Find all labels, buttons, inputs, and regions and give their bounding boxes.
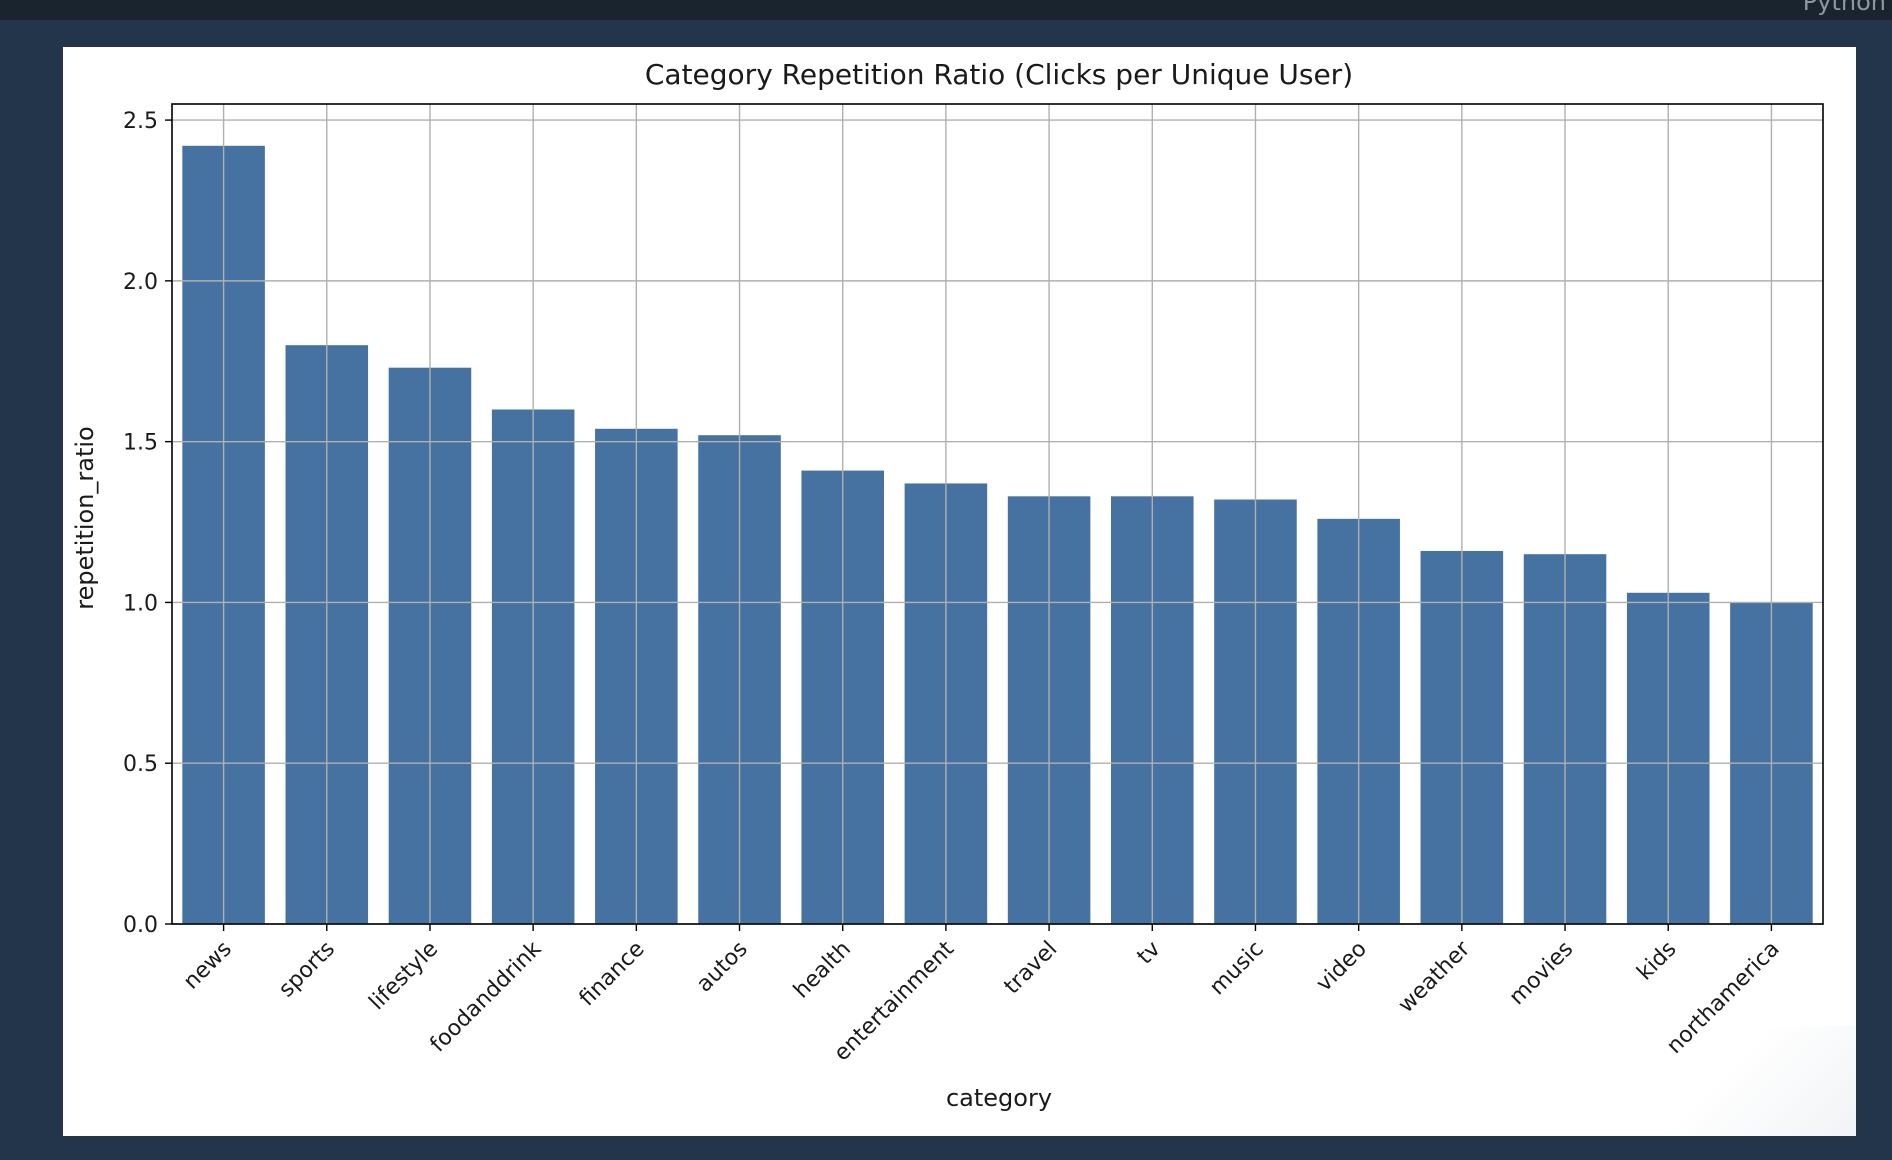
axes: [165, 103, 1824, 931]
y-tick-label: 2.5: [123, 109, 158, 134]
y-tick-label: 2.0: [123, 270, 158, 295]
y-tick-label: 0.0: [123, 913, 158, 938]
x-tick-label-tv: tv: [1133, 937, 1166, 970]
x-tick-label-travel: travel: [1000, 937, 1063, 1000]
x-tick-label-movies: movies: [1505, 937, 1579, 1011]
y-axis-label: repetition_ratio: [71, 426, 99, 610]
x-tick-label-foodanddrink: foodanddrink: [426, 936, 547, 1057]
x-tick-label-lifestyle: lifestyle: [365, 937, 444, 1016]
x-tick-label-news: news: [179, 937, 237, 995]
x-tick-label-autos: autos: [692, 937, 753, 998]
y-tick-labels: 0.0 0.5 1.0 1.5 2.0 2.5: [123, 109, 158, 938]
x-tick-label-health: health: [789, 937, 856, 1004]
x-tick-label-music: music: [1205, 937, 1269, 1001]
top-toolbar: Python: [0, 0, 1892, 20]
x-tick-label-kids: kids: [1632, 937, 1681, 986]
chart-title: Category Repetition Ratio (Clicks per Un…: [645, 58, 1353, 91]
y-tick-label: 0.5: [123, 752, 158, 777]
x-axis-label: category: [946, 1084, 1052, 1112]
x-tick-label-finance: finance: [575, 937, 650, 1012]
x-tick-label-weather: weather: [1394, 936, 1476, 1018]
output-cell: Category Repetition Ratio (Clicks per Un…: [63, 47, 1856, 1136]
plot-frame: [171, 103, 1824, 925]
x-tick-label-video: video: [1312, 937, 1372, 997]
bar-chart: Category Repetition Ratio (Clicks per Un…: [71, 58, 1824, 1112]
y-tick-label: 1.0: [123, 591, 158, 616]
bars: [182, 145, 1813, 924]
x-tick-label-sports: sports: [274, 937, 340, 1003]
grid-lines: [172, 104, 1823, 925]
kernel-label: Python: [1802, 0, 1886, 16]
y-tick-label: 1.5: [123, 431, 158, 456]
